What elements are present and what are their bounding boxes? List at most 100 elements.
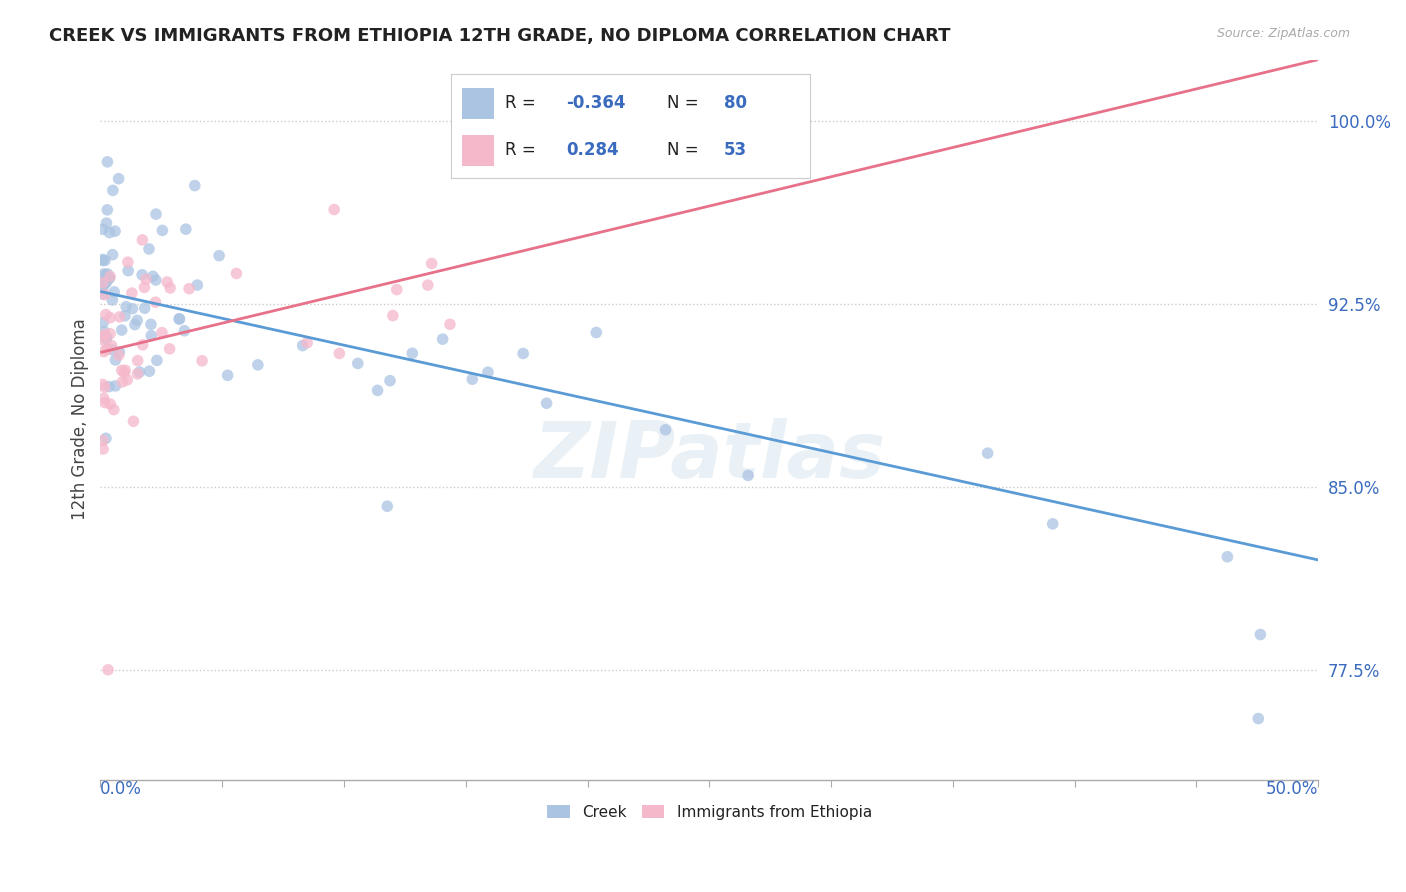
Text: 0.0%: 0.0%	[100, 780, 142, 797]
Point	[401, 346, 423, 360]
Point	[117, 373, 139, 387]
Point	[381, 309, 404, 323]
Point	[94, 268, 117, 282]
Point	[184, 178, 207, 193]
Point	[91, 377, 114, 392]
Point	[585, 326, 607, 340]
Point	[98, 310, 121, 325]
Point	[150, 326, 173, 340]
Point	[91, 315, 114, 329]
Point	[512, 346, 534, 360]
Point	[173, 324, 195, 338]
Point	[96, 343, 118, 357]
Point	[93, 327, 115, 342]
Point	[297, 335, 319, 350]
Point	[138, 242, 160, 256]
Point	[96, 267, 118, 281]
Point	[103, 285, 125, 299]
Point	[346, 356, 368, 370]
Point	[91, 280, 114, 294]
Point	[96, 202, 118, 217]
Point	[93, 325, 115, 339]
Point	[94, 395, 117, 409]
Point	[121, 301, 143, 316]
Point	[291, 338, 314, 352]
Point	[91, 252, 114, 267]
Point	[98, 269, 121, 284]
Point	[121, 286, 143, 301]
Point	[186, 278, 208, 293]
Point	[138, 364, 160, 378]
Point	[98, 397, 121, 411]
Point	[323, 202, 346, 217]
Point	[111, 323, 134, 337]
Point	[91, 434, 114, 448]
Point	[91, 330, 114, 344]
Point	[420, 256, 443, 270]
Point	[124, 318, 146, 332]
Point	[101, 183, 124, 197]
Text: 50.0%: 50.0%	[1265, 780, 1319, 797]
Point	[167, 312, 190, 326]
Point	[179, 282, 201, 296]
Text: Source: ZipAtlas.com: Source: ZipAtlas.com	[1216, 27, 1350, 40]
Point	[134, 301, 156, 316]
Point	[174, 222, 197, 236]
Point	[217, 368, 239, 383]
Point	[191, 353, 214, 368]
Point	[416, 278, 439, 293]
Point	[91, 253, 114, 268]
Point	[225, 267, 247, 281]
Point	[127, 367, 149, 381]
Point	[115, 300, 138, 314]
Point	[117, 255, 139, 269]
Point	[108, 310, 131, 324]
Point	[93, 344, 115, 359]
Point	[96, 332, 118, 346]
Point	[103, 402, 125, 417]
Point	[94, 253, 117, 268]
Point	[169, 312, 191, 326]
Point	[328, 346, 350, 360]
Point	[114, 363, 136, 377]
Point	[159, 281, 181, 295]
Point	[104, 224, 127, 238]
Point	[1247, 712, 1270, 726]
Point	[101, 343, 124, 357]
Point	[94, 334, 117, 349]
Point	[94, 308, 117, 322]
Point	[97, 663, 120, 677]
Point	[127, 353, 149, 368]
Y-axis label: 12th Grade, No Diploma: 12th Grade, No Diploma	[72, 318, 89, 520]
Point	[98, 326, 121, 341]
Point	[461, 372, 484, 386]
Point	[146, 353, 169, 368]
Point	[91, 442, 114, 456]
Point	[91, 276, 114, 290]
Legend: Creek, Immigrants from Ethiopia: Creek, Immigrants from Ethiopia	[540, 798, 879, 826]
Point	[114, 309, 136, 323]
Point	[1216, 549, 1239, 564]
Point	[96, 216, 118, 230]
Text: CREEK VS IMMIGRANTS FROM ETHIOPIA 12TH GRADE, NO DIPLOMA CORRELATION CHART: CREEK VS IMMIGRANTS FROM ETHIOPIA 12TH G…	[49, 27, 950, 45]
Point	[108, 348, 131, 362]
Point	[152, 223, 174, 237]
Text: ZIPatlas: ZIPatlas	[533, 417, 886, 493]
Point	[385, 283, 408, 297]
Point	[131, 233, 153, 247]
Point	[432, 332, 454, 346]
Point	[367, 384, 389, 398]
Point	[112, 366, 135, 380]
Point	[145, 295, 167, 310]
Point	[93, 277, 115, 291]
Point	[111, 363, 134, 377]
Point	[737, 468, 759, 483]
Point	[94, 287, 117, 301]
Point	[159, 342, 181, 356]
Point	[128, 365, 150, 379]
Point	[94, 431, 117, 445]
Point	[94, 380, 117, 394]
Point	[654, 423, 676, 437]
Point	[127, 313, 149, 327]
Point	[98, 379, 121, 393]
